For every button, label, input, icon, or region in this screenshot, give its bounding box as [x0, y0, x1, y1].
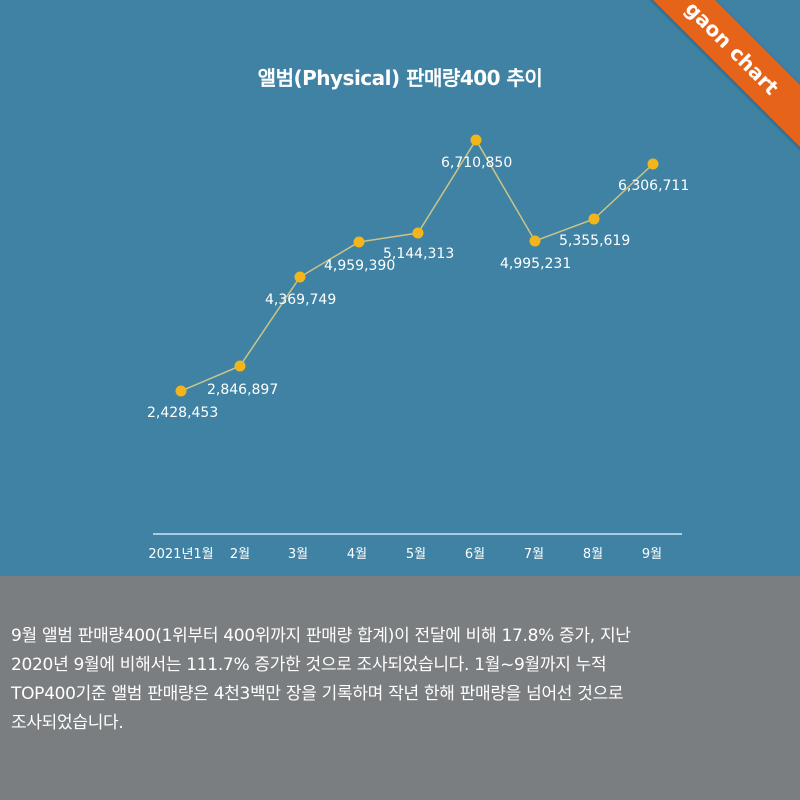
x-tick-label: 8월	[582, 547, 604, 562]
description-text: 9월 앨범 판매량400(1위부터 400위까지 판매량 합계)이 전달에 비해…	[11, 622, 796, 738]
x-tick-label: 2021년1월	[148, 547, 214, 562]
data-point-marker[interactable]	[412, 227, 424, 239]
data-point-marker[interactable]	[234, 360, 246, 372]
x-tick-label: 7월	[523, 547, 545, 562]
value-label: 2,428,453	[147, 405, 219, 421]
value-label: 5,355,619	[559, 233, 631, 249]
description-line: 2020년 9월에 비해서는 111.7% 증가한 것으로 조사되었습니다. 1…	[11, 655, 607, 675]
value-label: 4,995,231	[500, 256, 572, 272]
description-line: TOP400기준 앨범 판매량은 4천3백만 장을 기록하며 작년 한해 판매량…	[11, 684, 624, 704]
line-chart	[153, 134, 682, 535]
description-line: 9월 앨범 판매량400(1위부터 400위까지 판매량 합계)이 전달에 비해…	[11, 626, 631, 646]
value-label: 6,306,711	[618, 178, 690, 194]
data-point-marker[interactable]	[353, 236, 365, 248]
description-panel	[0, 576, 800, 800]
x-tick-label: 9월	[641, 547, 663, 562]
series-markers	[175, 134, 659, 397]
data-point-marker[interactable]	[294, 271, 306, 283]
x-tick-label: 5월	[405, 547, 427, 562]
x-tick-label: 2월	[229, 547, 251, 562]
description-line: 조사되었습니다.	[11, 713, 124, 733]
data-point-marker[interactable]	[470, 134, 482, 146]
data-point-marker[interactable]	[647, 158, 659, 170]
data-point-marker[interactable]	[175, 385, 187, 397]
chart-title: 앨범(Physical) 판매량400 추이	[257, 66, 543, 90]
data-point-marker[interactable]	[588, 213, 600, 225]
chart-panel: 앨범(Physical) 판매량400 추이 gaon chart 2,428,…	[0, 0, 800, 576]
series-line	[180, 138, 654, 392]
x-tick-label: 3월	[287, 547, 309, 562]
x-tick-label: 4월	[346, 547, 368, 562]
value-label: 4,369,749	[265, 292, 337, 308]
data-point-marker[interactable]	[529, 235, 541, 247]
value-label: 4,959,390	[324, 258, 396, 274]
value-label: 6,710,850	[441, 155, 513, 171]
x-tick-label: 6월	[464, 547, 486, 562]
value-label: 2,846,897	[207, 382, 279, 398]
value-label: 5,144,313	[383, 246, 455, 262]
